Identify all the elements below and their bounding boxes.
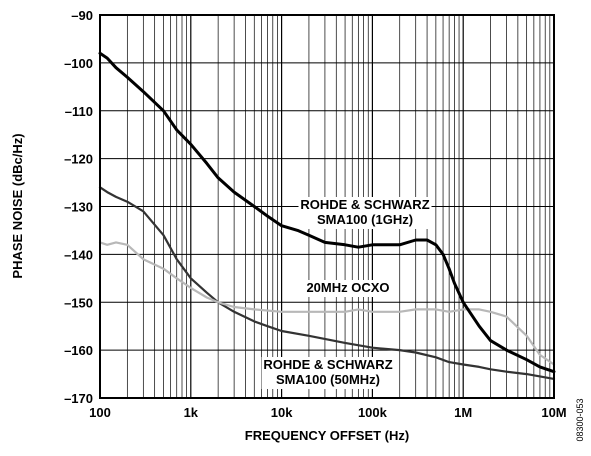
y-tick-label: –90 [71, 8, 93, 23]
annotation-background [303, 280, 393, 297]
x-tick-label: 1k [184, 405, 199, 420]
annotation-background [298, 197, 432, 229]
series-line-1 [98, 186, 556, 380]
annotation-line: SMA100 (50MHz) [276, 372, 380, 387]
series-annotation: 20MHz OCXO [303, 280, 393, 297]
x-tick-label: 100 [89, 405, 111, 420]
x-tick-label: 10k [271, 405, 293, 420]
x-tick-label: 1M [454, 405, 472, 420]
y-tick-label: –130 [64, 200, 93, 215]
annotation-line: 20MHz OCXO [306, 280, 389, 295]
y-tick-label: –170 [64, 391, 93, 406]
series-lines [98, 51, 556, 380]
y-axis-title: PHASE NOISE (dBc/Hz) [10, 133, 25, 278]
x-axis-title: FREQUENCY OFFSET (Hz) [245, 428, 409, 443]
series-line-2 [98, 241, 556, 366]
annotation-line: ROHDE & SCHWARZ [300, 197, 429, 212]
x-tick-label: 10M [541, 405, 566, 420]
annotation-line: ROHDE & SCHWARZ [263, 357, 392, 372]
y-tick-label: –110 [65, 104, 93, 119]
figure-id-label: 08300-053 [575, 398, 585, 441]
series-line-0 [98, 51, 556, 374]
y-tick-label: –160 [64, 343, 93, 358]
tick-labels: 100 1k 10k 100k 1M 10M –170 –160 –150 –140 –130 –12… [64, 8, 567, 420]
y-tick-label: –140 [64, 247, 93, 262]
plot-frame [99, 14, 555, 399]
y-tick-label: –100 [64, 56, 93, 71]
y-tick-label: –120 [64, 152, 93, 167]
annotation-background [261, 357, 395, 389]
annotation-line: SMA100 (1GHz) [317, 212, 413, 227]
x-tick-label: 100k [358, 405, 388, 420]
y-tick-label: –150 [64, 295, 93, 310]
